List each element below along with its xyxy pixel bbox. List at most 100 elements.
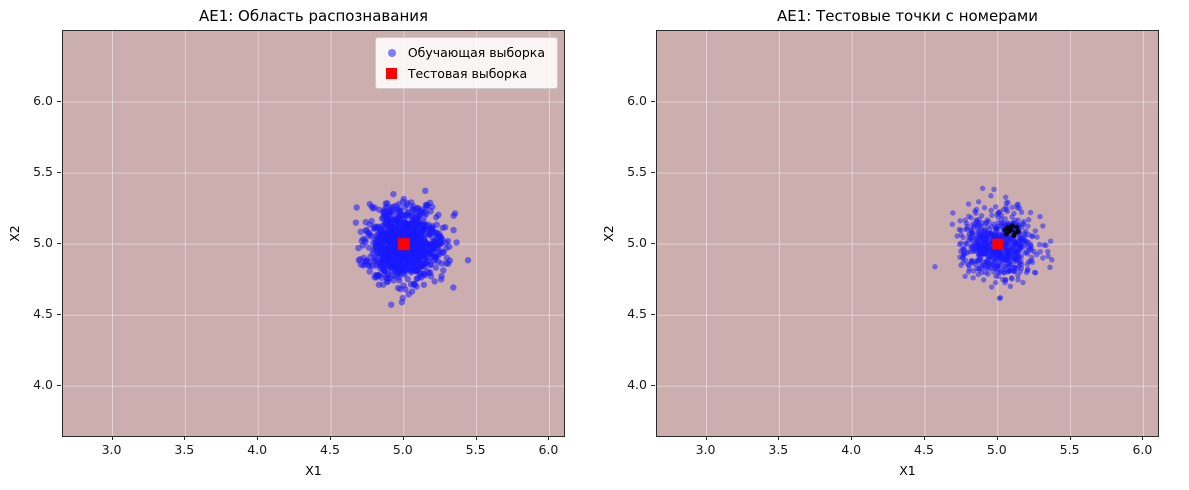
training-point-marker [991, 249, 997, 255]
training-point-marker [979, 185, 986, 192]
training-point-marker [404, 208, 412, 216]
training-point-marker [1014, 255, 1021, 262]
test-point-marker [1014, 224, 1020, 230]
x-tick-label: 4.5 [914, 442, 934, 457]
training-point-marker [353, 204, 360, 211]
y-tick-label: 4.5 [627, 306, 647, 322]
x-tick-mark [184, 436, 186, 440]
training-point-marker [419, 228, 426, 235]
training-point-marker [962, 273, 968, 279]
training-point-marker [393, 217, 400, 224]
training-point-marker [394, 284, 402, 292]
training-point-marker [990, 261, 996, 267]
x-tick-label: 3.0 [101, 442, 122, 457]
training-point-marker [450, 284, 457, 291]
training-point-marker [439, 249, 447, 256]
y-tick-mark [57, 385, 61, 387]
y-tick-label: 4.5 [33, 306, 53, 322]
training-point-marker [1005, 253, 1012, 260]
training-point-marker [966, 266, 973, 272]
training-point-marker [981, 204, 988, 211]
training-point-marker [992, 204, 999, 210]
training-point-marker [1021, 230, 1028, 236]
training-point-marker [950, 210, 956, 216]
training-point-marker [1005, 199, 1011, 206]
training-point-marker [384, 210, 392, 218]
x-tick-label: 5.0 [392, 442, 413, 457]
y-tick-mark [57, 101, 61, 103]
training-point-marker [993, 227, 999, 233]
plot-title: AE1: Область распознавания [198, 7, 429, 25]
training-point-marker [990, 221, 997, 227]
training-point-marker [375, 281, 383, 288]
right-plot: AE1: Тестовые точки с номерами X2 X1 3.0… [594, 0, 1188, 490]
training-point-marker [405, 291, 412, 298]
training-point-marker [373, 274, 380, 281]
training-point-marker [369, 205, 377, 212]
training-point-marker [355, 244, 362, 252]
training-point-marker [976, 216, 982, 223]
training-point-marker [932, 264, 938, 270]
training-point-marker [996, 259, 1003, 266]
training-point-marker [1003, 204, 1009, 210]
training-point-marker [374, 223, 381, 230]
training-point-marker [1020, 244, 1026, 250]
training-point-marker [388, 245, 395, 252]
test-point-marker [1007, 228, 1012, 234]
y-tick-label: 5.5 [33, 164, 53, 180]
training-point-marker [443, 254, 451, 262]
x-tick-mark [996, 436, 998, 440]
training-point-marker [427, 250, 434, 257]
training-point-marker [968, 236, 974, 243]
x-tick-mark [548, 436, 550, 440]
training-point-marker [382, 204, 389, 212]
training-point-marker [957, 218, 963, 224]
y-tick-mark [651, 172, 655, 174]
training-point-marker [379, 231, 386, 238]
training-point-marker [996, 295, 1003, 301]
training-point-marker [1009, 204, 1015, 211]
training-point-marker [402, 286, 409, 293]
training-point-marker [390, 203, 397, 210]
training-point-marker [1025, 223, 1031, 229]
y-tick-label: 4.0 [33, 377, 53, 393]
training-point-marker [412, 251, 419, 259]
training-point-marker [374, 249, 382, 257]
x-tick-mark [329, 436, 331, 440]
x-tick-mark [111, 436, 113, 440]
training-point-marker [1012, 249, 1018, 255]
training-point-marker [373, 255, 380, 263]
plot-area: Обучающая выборка Тестовая выборка [62, 30, 565, 437]
training-point-marker [973, 235, 980, 242]
training-point-marker [425, 221, 432, 228]
x-tick-mark [475, 436, 477, 440]
legend-item: Обучающая выборка [385, 45, 545, 60]
training-point-marker [445, 260, 452, 267]
test-sample-marker [992, 238, 1004, 250]
y-tick-mark [651, 101, 655, 103]
training-point-marker [994, 211, 1000, 218]
x-tick-mark [851, 436, 853, 440]
training-point-marker [389, 272, 397, 279]
training-point-marker [980, 259, 986, 266]
training-point-marker [1008, 275, 1015, 281]
training-point-marker [979, 269, 985, 276]
training-point-marker [433, 214, 440, 221]
training-point-marker [979, 223, 985, 230]
training-point-marker [966, 213, 972, 220]
training-point-marker [450, 212, 457, 219]
training-point-marker [363, 227, 370, 234]
training-point-marker [434, 241, 441, 248]
training-point-marker [973, 258, 979, 265]
training-point-marker [399, 198, 407, 205]
training-point-marker [971, 223, 978, 229]
training-point-marker [410, 263, 417, 271]
training-point-marker [356, 256, 364, 263]
training-point-marker [969, 230, 976, 236]
training-point-marker [381, 238, 389, 245]
training-point-marker [986, 218, 992, 225]
scatter-canvas [63, 31, 564, 436]
training-point-marker [977, 247, 983, 253]
training-point-marker [977, 240, 983, 246]
